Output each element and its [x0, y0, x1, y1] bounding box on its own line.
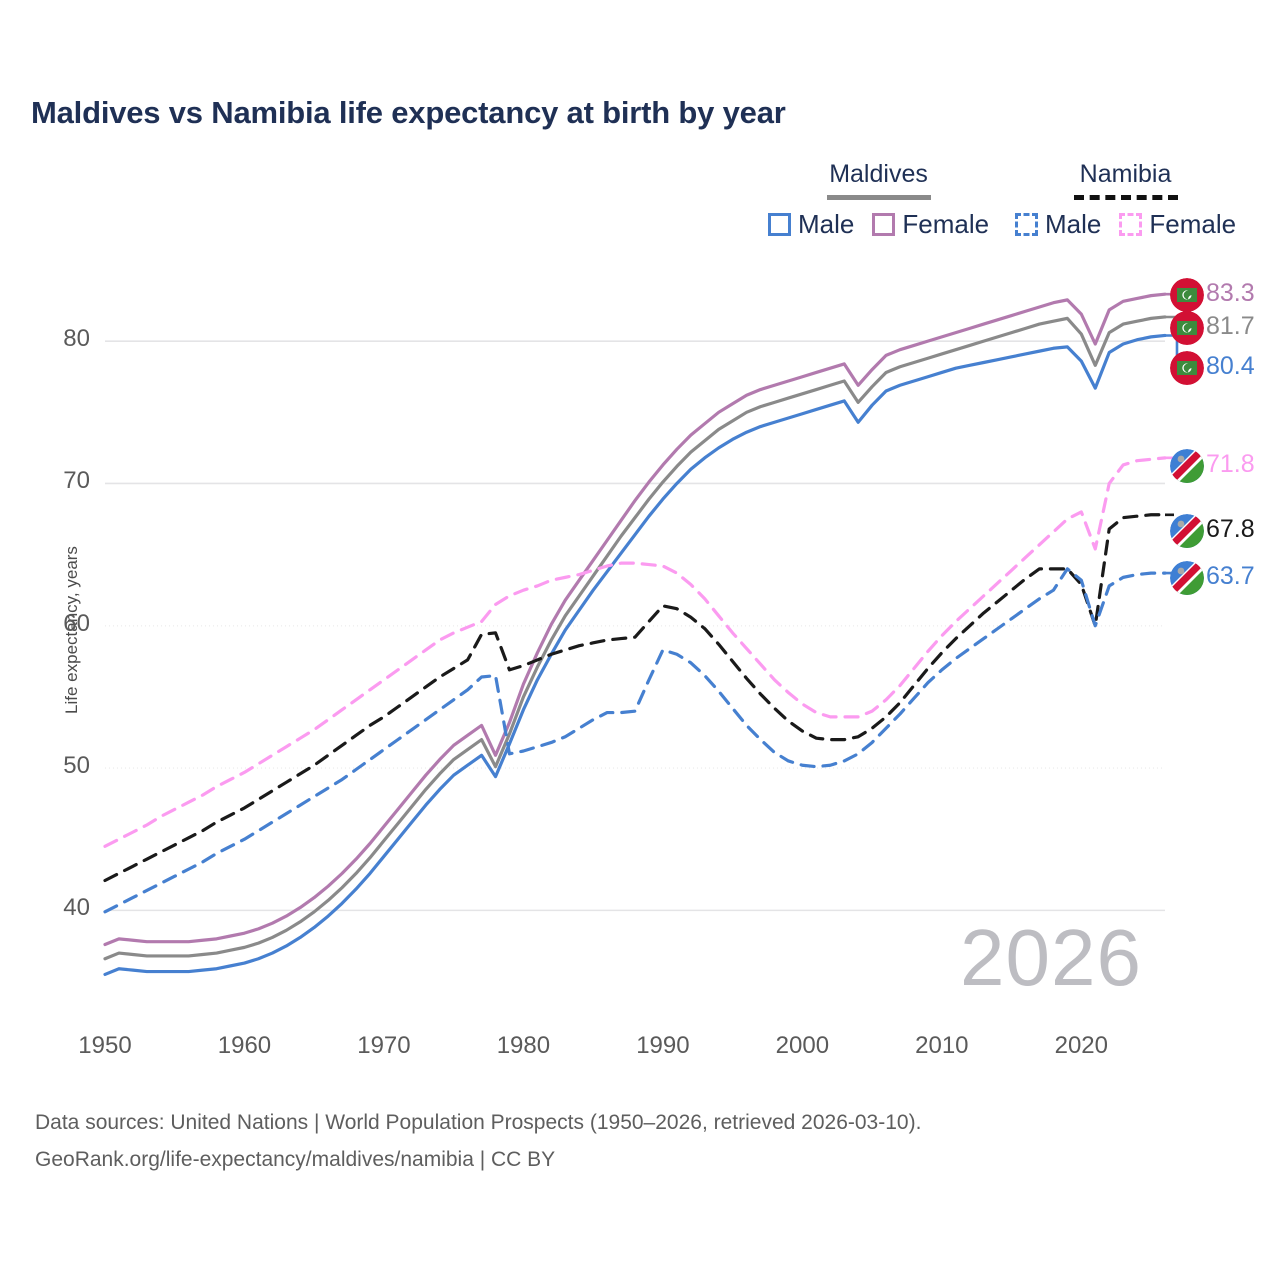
legend-label-maldives-male: Male	[798, 209, 855, 239]
legend-swatch-icon-maldives-male	[768, 213, 791, 236]
legend-item-maldives-male[interactable]: Male	[768, 209, 854, 240]
x-tick-label-2000: 2000	[775, 1032, 830, 1059]
legend-group-maldives: Maldives Male Female	[768, 160, 989, 240]
footer-line-1: Data sources: United Nations | World Pop…	[35, 1111, 922, 1134]
x-tick-label-1950: 1950	[78, 1032, 132, 1059]
maldives-flag-icon	[1170, 311, 1204, 345]
legend-rule-maldives	[826, 195, 931, 200]
legend-group-namibia: Namibia Male Female	[1015, 160, 1236, 240]
legend-item-namibia-female[interactable]: Female	[1119, 209, 1236, 240]
legend-item-namibia-male[interactable]: Male	[1015, 209, 1101, 240]
y-tick-label-70: 70	[63, 467, 90, 495]
series-end-value: 63.7	[1206, 562, 1255, 590]
x-tick-label-1970: 1970	[357, 1032, 411, 1059]
x-tick-label-1960: 1960	[217, 1032, 272, 1059]
legend-label-maldives-female: Female	[902, 209, 990, 239]
x-tick-label-1990: 1990	[636, 1032, 690, 1059]
y-tick-label-40: 40	[63, 894, 90, 922]
x-tick-label-2010: 2010	[915, 1032, 969, 1059]
series-line-namibia-male	[103, 567, 1167, 914]
y-tick-label-80: 80	[63, 325, 90, 353]
series-line-maldives-both	[103, 315, 1167, 961]
x-tick-label-2020: 2020	[1054, 1032, 1108, 1059]
legend-rule-namibia	[1073, 195, 1178, 200]
legend-swatch-icon-namibia-male	[1015, 213, 1038, 236]
page-title: Maldives vs Namibia life expectancy at b…	[31, 95, 786, 130]
namibia-flag-icon	[1170, 561, 1204, 595]
series-end-value: 83.3	[1206, 279, 1255, 307]
legend-label-namibia-male: Male	[1045, 209, 1102, 239]
x-tick-label-1980: 1980	[496, 1032, 551, 1059]
footer-attribution: Data sources: United Nations | World Pop…	[35, 1105, 921, 1179]
maldives-flag-icon	[1170, 351, 1204, 385]
maldives-flag-icon	[1170, 278, 1204, 312]
series-end-value: 67.8	[1206, 515, 1255, 543]
series-line-maldives-female	[103, 292, 1167, 947]
series-end-value: 80.4	[1206, 352, 1255, 380]
footer-line-2: GeoRank.org/life-expectancy/maldives/nam…	[35, 1147, 556, 1171]
chart-legend: Maldives Male Female Namibia Male	[760, 160, 1260, 245]
legend-country-namibia: Namibia	[1079, 160, 1172, 188]
legend-label-namibia-female: Female	[1149, 209, 1237, 239]
legend-swatch-icon-namibia-female	[1119, 213, 1143, 236]
year-watermark: 2026	[960, 913, 1142, 1002]
legend-country-maldives: Maldives	[829, 160, 928, 188]
series-end-value: 71.8	[1206, 450, 1255, 478]
y-tick-label-50: 50	[63, 752, 90, 780]
namibia-flag-icon	[1170, 449, 1204, 483]
series-line-maldives-male	[103, 333, 1167, 977]
series-end-value: 81.7	[1206, 312, 1255, 340]
legend-swatch-icon-maldives-female	[872, 213, 896, 236]
legend-item-maldives-female[interactable]: Female	[872, 209, 989, 240]
y-tick-label-60: 60	[63, 609, 90, 637]
series-line-namibia-both	[103, 513, 1167, 883]
namibia-flag-icon	[1170, 514, 1204, 548]
series-line-namibia-female	[103, 456, 1167, 848]
